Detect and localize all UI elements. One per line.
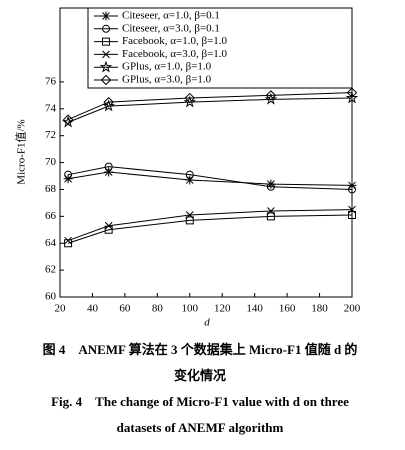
marker bbox=[267, 207, 275, 215]
series-line bbox=[67, 92, 353, 121]
y-tick-label: 70 bbox=[45, 156, 57, 168]
marker bbox=[64, 236, 72, 245]
x-tick-label: 160 bbox=[279, 303, 296, 315]
marker bbox=[265, 90, 277, 101]
y-axis-label: Micro-F1值/% bbox=[15, 119, 28, 184]
marker bbox=[185, 175, 195, 185]
y-tick-label: 68 bbox=[45, 183, 57, 195]
legend-label: Citeseer, α=1.0, β=0.1 bbox=[122, 10, 220, 22]
marker bbox=[266, 179, 276, 189]
marker bbox=[185, 211, 194, 219]
marker bbox=[266, 182, 275, 191]
marker bbox=[184, 92, 195, 104]
y-tick-label: 72 bbox=[45, 129, 56, 141]
legend-label: Facebook, α=3.0, β=1.0 bbox=[122, 48, 228, 60]
y-tick-label: 64 bbox=[45, 237, 57, 249]
marker bbox=[99, 60, 113, 73]
x-tick-label: 100 bbox=[182, 303, 199, 315]
marker bbox=[62, 114, 74, 125]
y-tick-label: 60 bbox=[45, 291, 57, 303]
marker bbox=[64, 170, 73, 179]
marker bbox=[348, 205, 356, 214]
x-tick-label: 140 bbox=[246, 303, 263, 315]
x-tick-label: 60 bbox=[119, 303, 131, 315]
marker bbox=[348, 185, 356, 194]
series-line bbox=[67, 214, 353, 244]
x-tick-label: 40 bbox=[87, 303, 99, 315]
marker bbox=[347, 180, 357, 190]
series-line bbox=[67, 209, 353, 242]
marker bbox=[100, 74, 112, 86]
marker bbox=[185, 170, 194, 179]
marker bbox=[101, 11, 111, 21]
marker bbox=[104, 162, 113, 171]
marker bbox=[266, 212, 275, 221]
series-line bbox=[68, 166, 353, 190]
legend-label: GPlus, α=1.0, β=1.0 bbox=[122, 61, 212, 73]
y-tick-label: 66 bbox=[45, 210, 57, 222]
y-tick-label: 62 bbox=[45, 264, 56, 276]
caption-line: datasets of ANEMF algorithm bbox=[117, 420, 284, 435]
x-tick-label: 180 bbox=[311, 303, 328, 315]
marker bbox=[345, 91, 359, 104]
marker bbox=[102, 37, 110, 46]
marker bbox=[102, 50, 110, 59]
y-tick-label: 76 bbox=[45, 75, 57, 87]
caption-line: 图 4 ANEMF 算法在 3 个数据集上 Micro-F1 值随 d 的 bbox=[43, 342, 358, 357]
marker bbox=[346, 87, 358, 98]
marker bbox=[348, 211, 356, 220]
x-tick-label: 200 bbox=[344, 303, 361, 315]
marker bbox=[102, 24, 110, 33]
marker bbox=[183, 95, 196, 108]
legend-label: GPlus, α=3.0, β=1.0 bbox=[122, 74, 212, 86]
marker bbox=[104, 167, 114, 177]
x-tick-label: 120 bbox=[214, 303, 231, 315]
marker bbox=[185, 216, 194, 225]
x-tick-label: 80 bbox=[152, 303, 164, 315]
marker bbox=[104, 221, 113, 230]
y-tick-label: 74 bbox=[45, 102, 57, 114]
legend-label: Facebook, α=1.0, β=1.0 bbox=[122, 35, 228, 47]
x-axis-label: d bbox=[204, 317, 210, 329]
marker bbox=[264, 92, 278, 105]
marker bbox=[102, 99, 115, 112]
marker bbox=[63, 174, 73, 184]
legend-label: Citeseer, α=3.0, β=0.1 bbox=[122, 22, 220, 34]
caption-line: Fig. 4 The change of Micro-F1 value with… bbox=[51, 394, 349, 409]
marker bbox=[103, 96, 114, 108]
caption-line: 变化情况 bbox=[174, 368, 226, 383]
x-tick-label: 20 bbox=[55, 303, 67, 315]
legend-box bbox=[87, 7, 353, 89]
